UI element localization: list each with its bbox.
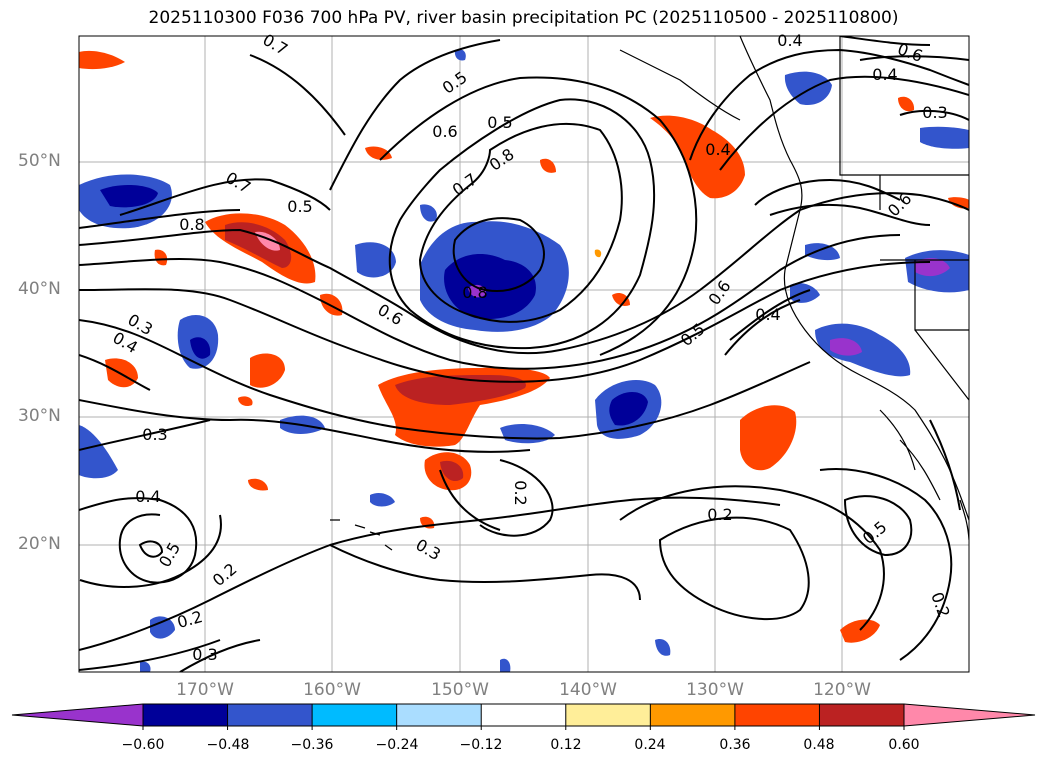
- colorbar-segment: [650, 704, 735, 726]
- colorbar-segment: [396, 704, 482, 726]
- colorbar-tick: −0.36: [290, 737, 334, 753]
- contour-label: 0.5: [287, 197, 312, 216]
- colorbar-segment: [143, 704, 228, 726]
- lon-label-170w: 170°W: [176, 680, 234, 700]
- contour-label: 0.3: [922, 103, 947, 122]
- lat-label-50n: 50°N: [18, 151, 61, 171]
- contour-label: 0.2: [707, 505, 732, 524]
- colorbar-tick: 0.24: [634, 737, 666, 753]
- colorbar-tick: −0.24: [375, 737, 419, 753]
- contour-label: 0.4: [705, 140, 730, 159]
- colorbar-tick: 0.12: [550, 737, 582, 753]
- colorbar-segment: [481, 704, 566, 726]
- colorbar-segment: [904, 704, 1035, 726]
- colorbar-tick: −0.12: [459, 737, 503, 753]
- lat-label-30n: 30°N: [18, 406, 61, 426]
- colorbar-tick: −0.48: [206, 737, 250, 753]
- map-frame: [78, 35, 970, 673]
- lon-label-130w: 130°W: [686, 680, 744, 700]
- colorbar-tick: 0.60: [888, 737, 920, 753]
- lon-label-120w: 120°W: [813, 680, 871, 700]
- lon-label-160w: 160°W: [303, 680, 361, 700]
- lon-label-140w: 140°W: [559, 680, 617, 700]
- contour-label: 0.4: [777, 31, 802, 50]
- colorbar-segment: [565, 704, 651, 726]
- lon-label-150w: 150°W: [431, 680, 489, 700]
- contour-label: 0.2: [511, 480, 530, 505]
- contour-label: 0.6: [432, 122, 457, 141]
- figure-title: 2025110300 F036 700 hPa PV, river basin …: [148, 8, 899, 28]
- contour-label: 0.8: [462, 283, 487, 302]
- colorbar-tick: 0.48: [803, 737, 835, 753]
- colorbar-segment: [227, 704, 313, 726]
- colorbar-segment: [734, 704, 820, 726]
- contour-label: 0.4: [135, 487, 160, 506]
- contour-label: 0.4: [755, 305, 780, 324]
- contour-label: 0.8: [179, 215, 204, 234]
- colorbar-segment: [819, 704, 904, 726]
- contour-label: 0.4: [872, 65, 897, 84]
- lat-label-20n: 20°N: [18, 534, 61, 554]
- pv-contours: [79, 36, 969, 672]
- colorbar-segment: [12, 704, 143, 726]
- colorbar-segment: [312, 704, 397, 726]
- contour-label: 0.5: [487, 113, 512, 132]
- colorbar-tick: 0.36: [719, 737, 751, 753]
- contour-label: 0.3: [192, 645, 217, 664]
- colorbar: [11, 703, 1036, 730]
- contour-label: 0.3: [142, 425, 167, 444]
- colorbar-tick: −0.60: [121, 737, 165, 753]
- lat-label-40n: 40°N: [18, 279, 61, 299]
